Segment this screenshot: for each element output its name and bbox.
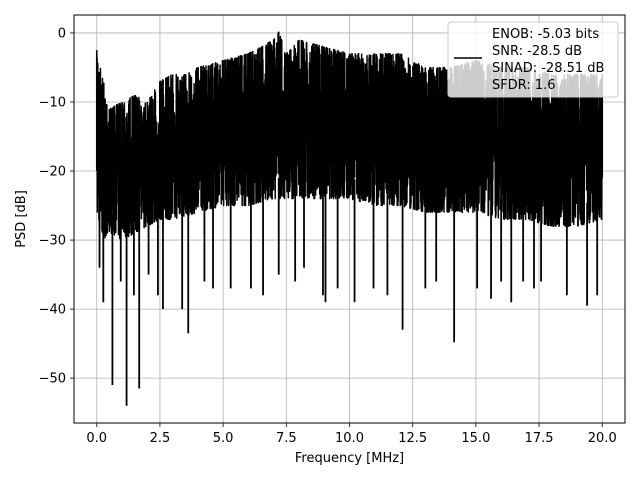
y-axis-ticks: 0 −10 −20 −30 −40 −50 [39,26,74,387]
legend-box [447,21,619,98]
legend-line-enob: ENOB: -5.03 bits [492,27,599,42]
psd-trace [95,31,604,406]
y-tick-label: −30 [39,234,66,249]
x-axis-label: Frequency [MHz] [295,451,404,466]
y-tick-label: −10 [39,95,66,110]
y-tick-label: −20 [39,165,66,180]
x-tick-label: 20.0 [588,431,617,446]
x-tick-label: 0.0 [86,431,107,446]
legend-line-sinad: SINAD: -28.51 dB [492,61,604,76]
x-tick-label: 7.5 [276,431,297,446]
y-tick-label: −40 [39,303,66,318]
y-axis-label: PSD [dB] [14,190,29,248]
x-tick-label: 10.0 [335,431,364,446]
x-tick-label: 12.5 [398,431,427,446]
x-tick-label: 5.0 [213,431,234,446]
y-tick-label: 0 [58,26,66,41]
legend-line-snr: SNR: -28.5 dB [492,44,582,59]
x-tick-label: 2.5 [150,431,171,446]
legend-line-sfdr: SFDR: 1.6 [492,78,556,93]
y-tick-label: −50 [39,372,66,387]
legend: ENOB: -5.03 bits SNR: -28.5 dB SINAD: -2… [447,21,619,98]
x-tick-label: 15.0 [461,431,490,446]
x-tick-label: 17.5 [525,431,554,446]
x-axis-ticks: 0.0 2.5 5.0 7.5 10.0 12.5 15.0 17.5 20.0 [86,423,617,446]
